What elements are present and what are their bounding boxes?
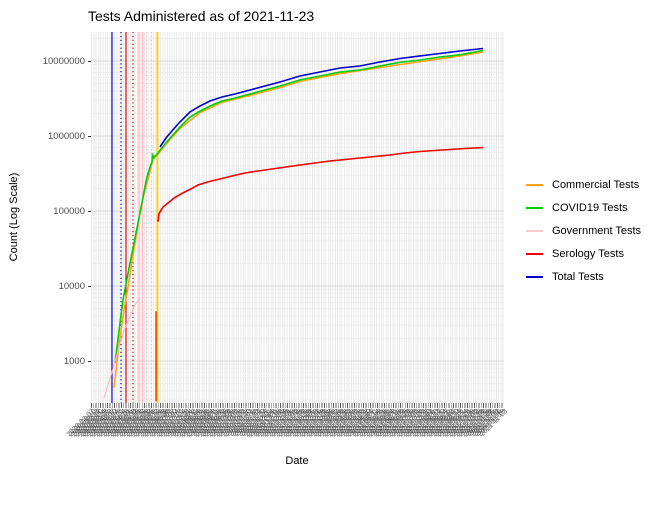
series-line-covid19-tests bbox=[114, 49, 484, 364]
legend-key-line-icon bbox=[526, 275, 543, 278]
legend-label: Serology Tests bbox=[552, 247, 624, 260]
series-lines bbox=[103, 47, 484, 399]
legend-key-line-icon bbox=[526, 183, 543, 186]
legend-item: Total Tests bbox=[526, 265, 641, 288]
legend-item: COVID19 Tests bbox=[526, 196, 641, 219]
y-tick-mark bbox=[88, 61, 91, 62]
plot-svg bbox=[91, 32, 504, 403]
legend-label: Commercial Tests bbox=[552, 178, 640, 191]
y-tick-mark bbox=[88, 361, 91, 362]
series-line-commercial-tests bbox=[113, 51, 484, 388]
legend-item: Commercial Tests bbox=[526, 173, 641, 196]
y-tick-label: 100000 bbox=[53, 205, 85, 217]
plot-canvas: { "title": "Tests Administered as of 202… bbox=[8, 8, 642, 467]
y-tick-label: 10000 bbox=[58, 280, 85, 292]
y-tick-label: 1000 bbox=[63, 355, 85, 367]
legend-key-line-icon bbox=[526, 229, 543, 232]
series-line-government-tests bbox=[103, 297, 141, 399]
legend-label: Government Tests bbox=[552, 224, 642, 237]
gridlines bbox=[91, 37, 504, 401]
x-axis-title: Date bbox=[285, 455, 309, 467]
y-tick-label: 1000000 bbox=[48, 130, 85, 142]
plot-panel bbox=[91, 32, 504, 403]
series-line-serology-tests bbox=[157, 146, 484, 222]
x-axis-tick-marks bbox=[91, 403, 504, 408]
legend-label: COVID19 Tests bbox=[552, 201, 628, 214]
legend-item: Government Tests bbox=[526, 219, 641, 242]
legend: Commercial Tests COVID19 Tests Government … bbox=[526, 173, 641, 288]
legend-key-line-icon bbox=[526, 206, 543, 209]
legend-item: Serology Tests bbox=[526, 242, 641, 265]
y-tick-label: 10000000 bbox=[42, 55, 85, 67]
legend-label: Total Tests bbox=[552, 270, 604, 283]
legend-key-line-icon bbox=[526, 252, 543, 255]
series-line-total-tests bbox=[159, 47, 484, 148]
y-tick-mark bbox=[88, 136, 91, 137]
chart-title: Tests Administered as of 2021-11-23 bbox=[88, 8, 315, 24]
y-axis-title: Count (Log Scale) bbox=[8, 172, 20, 262]
y-tick-mark bbox=[88, 286, 91, 287]
y-tick-mark bbox=[88, 211, 91, 212]
